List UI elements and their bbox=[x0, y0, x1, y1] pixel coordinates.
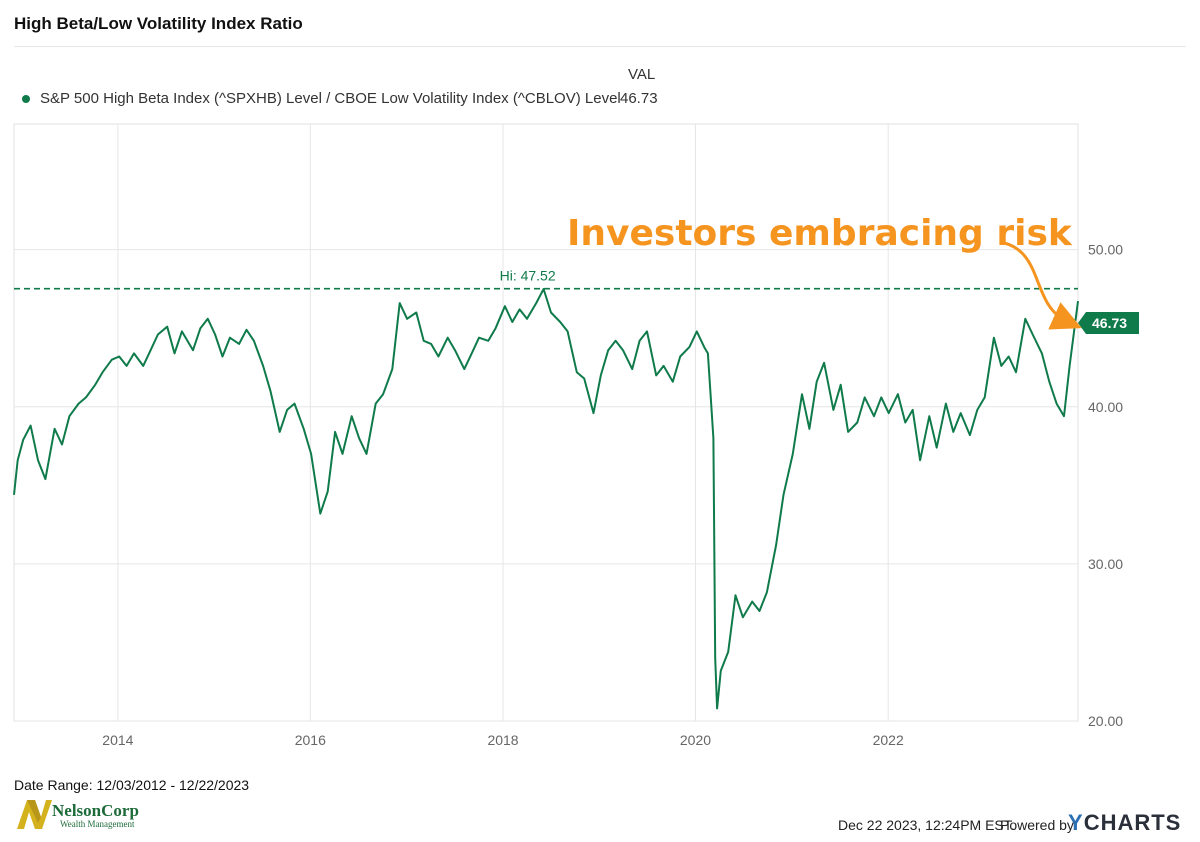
ycharts-link[interactable]: YCHARTS bbox=[1068, 810, 1181, 836]
ycharts-y: Y bbox=[1068, 810, 1084, 835]
logo-name: NelsonCorp bbox=[52, 801, 139, 820]
chart-title: High Beta/Low Volatility Index Ratio bbox=[14, 14, 303, 33]
legend-series-dot bbox=[22, 94, 30, 103]
logo-mark-icon bbox=[17, 800, 52, 829]
powered-by-label: Powered by bbox=[1000, 817, 1074, 833]
ycharts-wordmark: CHARTS bbox=[1083, 810, 1182, 835]
y-tick-label: 50.00 bbox=[1088, 242, 1123, 258]
date-range: Date Range: 12/03/2012 - 12/22/2023 bbox=[14, 777, 250, 793]
high-reference-line: Hi: 47.52 bbox=[14, 268, 1078, 290]
high-label: Hi: 47.52 bbox=[500, 268, 556, 284]
nelsoncorp-logo: NelsonCorp Wealth Management bbox=[14, 797, 154, 833]
annotation-layer: Investors embracing risk bbox=[567, 213, 1082, 330]
series-line bbox=[13, 288, 1079, 710]
legend-series-label: S&P 500 High Beta Index (^SPXHB) Level /… bbox=[40, 90, 621, 107]
x-tick-label: 2014 bbox=[102, 732, 133, 748]
title-divider bbox=[14, 46, 1186, 47]
legend-column-header: VAL bbox=[628, 66, 656, 83]
legend-series-value: 46.73 bbox=[620, 90, 658, 107]
timestamp: Dec 22 2023, 12:24PM EST. bbox=[838, 817, 1015, 833]
x-tick-label: 2018 bbox=[487, 732, 518, 748]
logo-subtitle: Wealth Management bbox=[60, 819, 135, 829]
x-tick-label: 2022 bbox=[873, 732, 904, 748]
x-axis: 2014 2016 2018 2020 2022 bbox=[102, 732, 904, 748]
last-value-badge-text: 46.73 bbox=[1092, 315, 1127, 331]
legend-entry[interactable]: S&P 500 High Beta Index (^SPXHB) Level /… bbox=[22, 90, 621, 107]
annotation-arrow bbox=[999, 240, 1082, 330]
y-tick-label: 20.00 bbox=[1088, 713, 1123, 729]
x-tick-label: 2016 bbox=[295, 732, 326, 748]
last-value-badge-shape bbox=[1078, 312, 1139, 334]
last-value-badge: 46.73 bbox=[1078, 312, 1139, 334]
y-axis: 20.00 30.00 40.00 50.00 bbox=[1088, 242, 1123, 729]
x-tick-label: 2020 bbox=[680, 732, 711, 748]
y-tick-label: 30.00 bbox=[1088, 556, 1123, 572]
annotation-text: Investors embracing risk bbox=[567, 213, 1073, 254]
y-tick-label: 40.00 bbox=[1088, 399, 1123, 415]
